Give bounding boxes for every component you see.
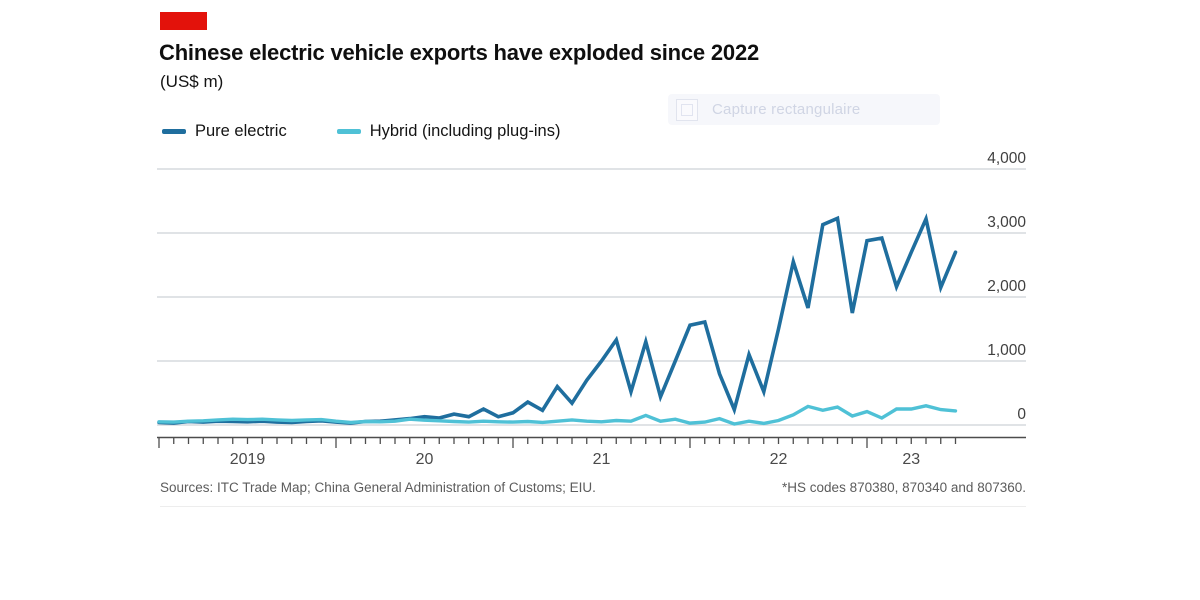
footnote-text: *HS codes 870380, 870340 and 807360. (782, 480, 1026, 495)
chart-footer: Sources: ITC Trade Map; China General Ad… (160, 480, 1026, 495)
screenshot-tool-label: Capture rectangulaire (712, 101, 861, 118)
page-title: Chinese electric vehicle exports have ex… (159, 40, 760, 65)
pure-electric-swatch-icon (162, 129, 186, 134)
region-capture-icon (676, 98, 698, 121)
legend-label: Pure electric (195, 122, 287, 140)
legend-item-pure-electric: Pure electric (162, 122, 287, 141)
x-axis-year-label: 2019 (230, 451, 266, 468)
y-axis-tick-label: 0 (1017, 406, 1026, 423)
bottom-divider (160, 506, 1026, 507)
legend-label: Hybrid (including plug-ins) (369, 122, 561, 140)
screenshot-tool-tooltip: Capture rectangulaire (668, 94, 940, 125)
series-line-pure-electric (157, 213, 958, 425)
chart-legend: Pure electric Hybrid (including plug-ins… (162, 122, 560, 141)
y-axis-tick-label: 3,000 (987, 214, 1026, 231)
x-axis-year-label: 20 (416, 451, 434, 468)
chart-units-subtitle: (US$ m) (160, 72, 224, 91)
x-axis-year-label: 23 (902, 451, 920, 468)
sources-text: Sources: ITC Trade Map; China General Ad… (160, 480, 596, 495)
x-axis-year-label: 22 (770, 451, 788, 468)
y-axis-tick-label: 1,000 (987, 342, 1026, 359)
y-axis-tick-label: 4,000 (987, 150, 1026, 167)
x-axis-year-label: 21 (593, 451, 611, 468)
series-line-hybrid (157, 404, 958, 426)
hybrid-swatch-icon (336, 129, 361, 134)
economist-red-tag (160, 12, 207, 30)
y-axis-tick-label: 2,000 (987, 278, 1026, 295)
legend-item-hybrid: Hybrid (including plug-ins) (336, 122, 561, 141)
